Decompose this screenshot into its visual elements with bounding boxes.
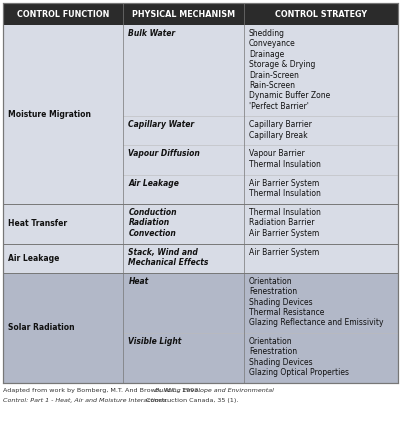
Bar	[3, 3, 398, 383]
Bar	[3, 244, 398, 273]
Text: Capillary Water: Capillary Water	[128, 120, 194, 129]
Text: Heat Transfer: Heat Transfer	[8, 219, 67, 228]
Text: Orientation
Fenestration
Shading Devices
Glazing Optical Properties: Orientation Fenestration Shading Devices…	[249, 337, 349, 377]
Text: Adapted from work by Bomberg, M.T. And Brown, W.C., 1993.: Adapted from work by Bomberg, M.T. And B…	[3, 388, 202, 393]
Text: Capillary Barrier
Capillary Break: Capillary Barrier Capillary Break	[249, 120, 312, 140]
Text: Bulk Water: Bulk Water	[128, 29, 176, 38]
Text: Control: Part 1 - Heat, Air and Moisture Interactions.: Control: Part 1 - Heat, Air and Moisture…	[3, 398, 168, 403]
Text: Thermal Insulation
Radiation Barrier
Air Barrier System: Thermal Insulation Radiation Barrier Air…	[249, 208, 321, 238]
Text: Visible Light: Visible Light	[128, 337, 182, 346]
Text: Orientation
Fenestration
Shading Devices
Thermal Resistance
Glazing Reflectance : Orientation Fenestration Shading Devices…	[249, 277, 383, 327]
Text: Vapour Diffusion: Vapour Diffusion	[128, 149, 200, 158]
Bar	[3, 273, 398, 383]
Text: Building Envelope and Environmental: Building Envelope and Environmental	[155, 388, 274, 393]
Text: Construction Canada, 35 (1).: Construction Canada, 35 (1).	[144, 398, 239, 403]
Bar	[3, 204, 398, 244]
Bar	[3, 25, 398, 204]
Text: CONTROL FUNCTION: CONTROL FUNCTION	[17, 9, 109, 18]
Text: Air Leakage: Air Leakage	[128, 179, 179, 188]
Text: Conduction
Radiation
Convection: Conduction Radiation Convection	[128, 208, 177, 238]
Bar	[3, 3, 398, 25]
Text: Air Leakage: Air Leakage	[8, 254, 59, 263]
Text: Stack, Wind and
Mechanical Effects: Stack, Wind and Mechanical Effects	[128, 247, 209, 267]
Text: Solar Radiation: Solar Radiation	[8, 324, 75, 333]
Text: Vapour Barrier
Thermal Insulation: Vapour Barrier Thermal Insulation	[249, 149, 321, 169]
Text: Heat: Heat	[128, 277, 149, 286]
Text: Shedding
Conveyance
Drainage
Storage & Drying
Drain-Screen
Rain-Screen
Dynamic B: Shedding Conveyance Drainage Storage & D…	[249, 29, 330, 111]
Text: PHYSICAL MECHANISM: PHYSICAL MECHANISM	[132, 9, 235, 18]
Text: Air Barrier System
Thermal Insulation: Air Barrier System Thermal Insulation	[249, 179, 321, 198]
Text: CONTROL STRATEGY: CONTROL STRATEGY	[275, 9, 367, 18]
Text: Air Barrier System: Air Barrier System	[249, 247, 319, 257]
Text: Moisture Migration: Moisture Migration	[8, 110, 91, 119]
